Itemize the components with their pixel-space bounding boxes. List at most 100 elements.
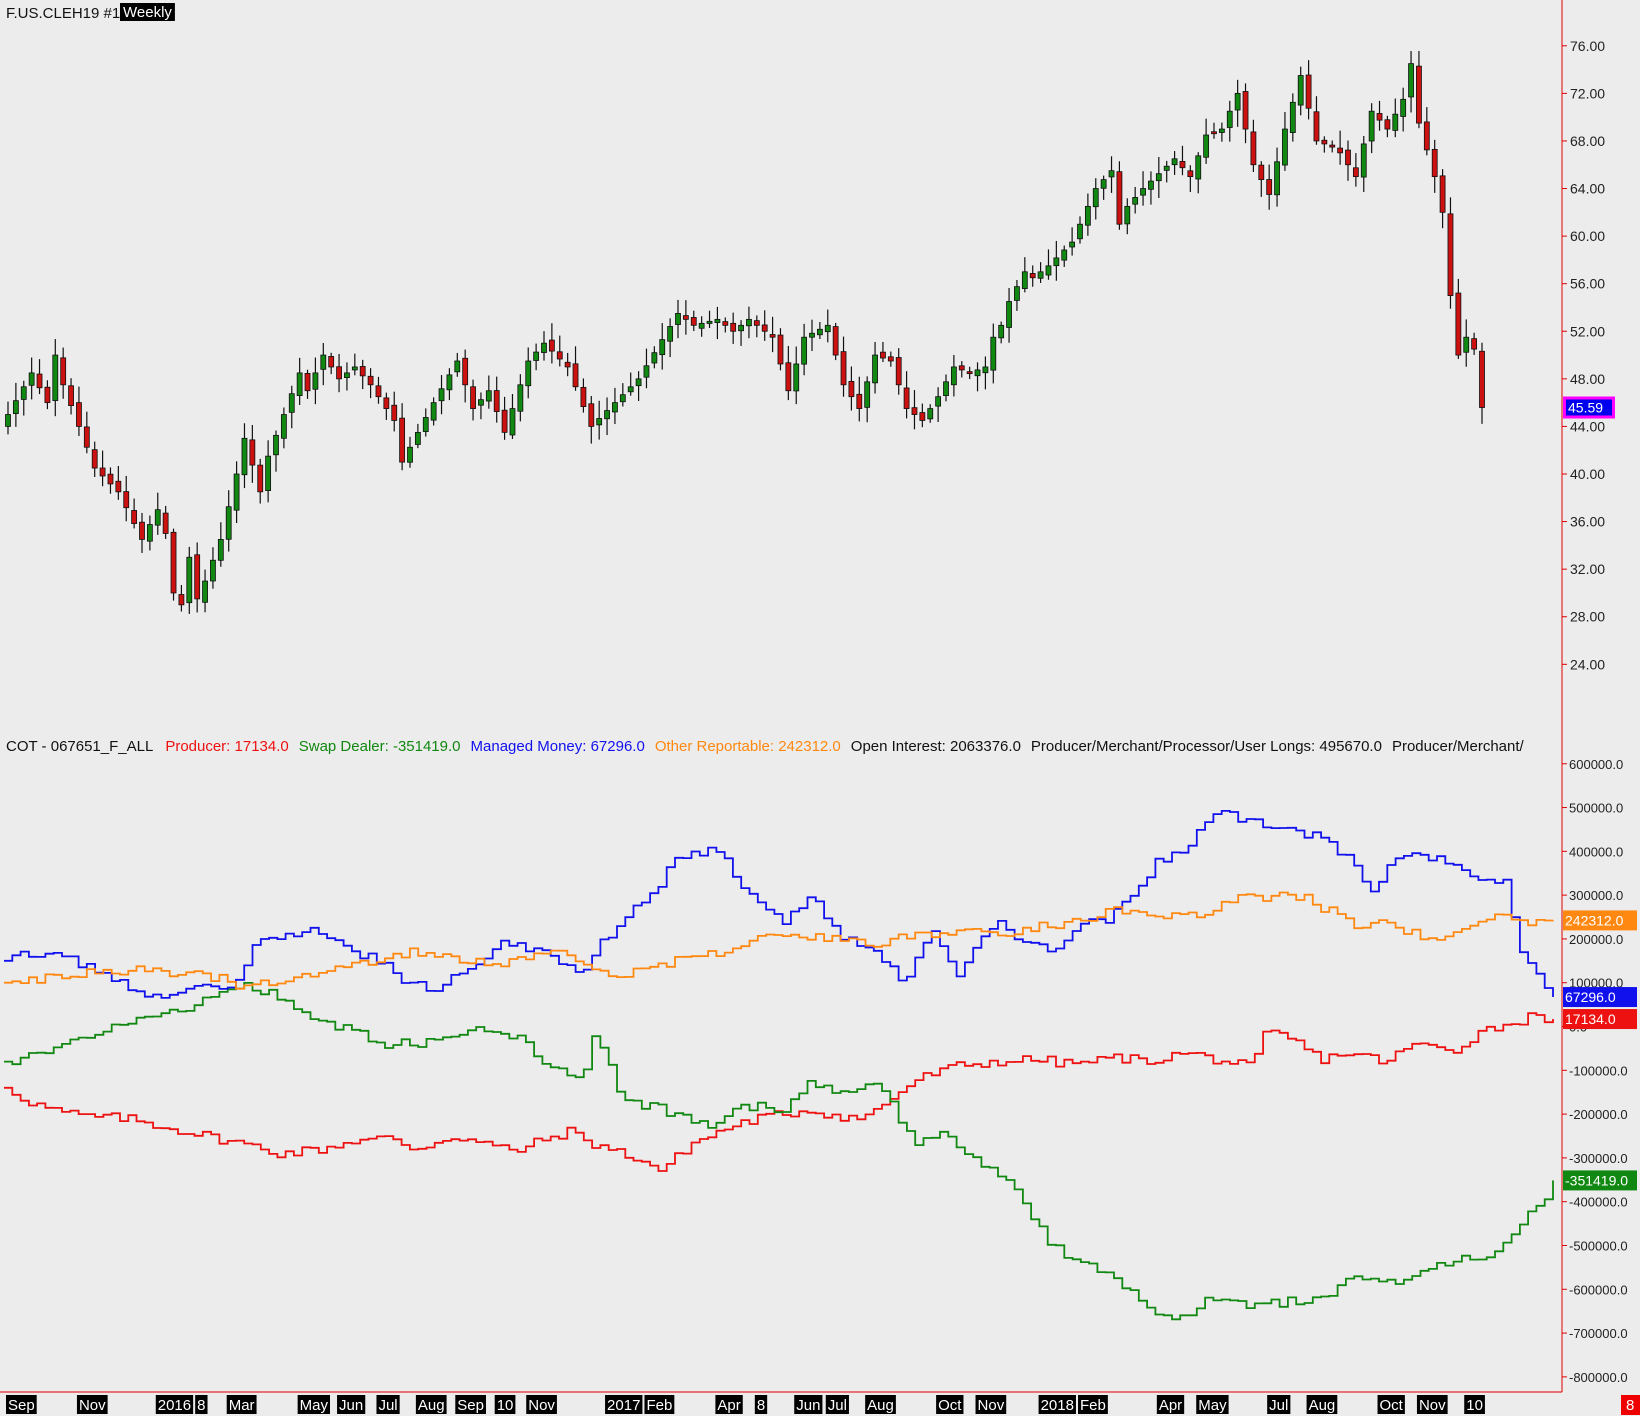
candle-body (793, 363, 800, 392)
date-label-text: Jun (796, 1397, 820, 1414)
candle-body (1218, 128, 1225, 133)
candle (1479, 342, 1485, 424)
cot-panel[interactable] (4, 810, 1554, 1321)
date-label: Nov (1416, 1395, 1448, 1414)
candle-body (1187, 170, 1194, 178)
date-label: 10 (494, 1395, 516, 1414)
candle (91, 441, 98, 478)
candle-body (1203, 134, 1210, 158)
candle (832, 322, 839, 361)
price-tick-label: 72.00 (1570, 85, 1605, 101)
candle-body (1274, 161, 1280, 196)
date-label-text: Nov (528, 1397, 555, 1414)
candle (588, 395, 595, 444)
candle-body (1084, 205, 1091, 226)
candle (1345, 140, 1351, 181)
candle (217, 522, 224, 567)
price-tick-label: 48.00 (1570, 371, 1605, 387)
price-axis[interactable]: 76.00 72.00 68.00 64.00 60.00 56.00 52.00 48.00… (1562, 38, 1615, 673)
candle (1337, 130, 1344, 165)
candle-body (1463, 336, 1470, 353)
candle-body (990, 336, 997, 371)
date-label-text: Sep (8, 1397, 35, 1414)
candle (391, 391, 398, 432)
candle-body (753, 320, 760, 326)
cot-series-line-managed-money (4, 810, 1554, 999)
candle (564, 352, 571, 377)
candle (816, 321, 823, 340)
candle (675, 299, 681, 339)
candle (5, 401, 11, 435)
candle-body (76, 402, 82, 427)
date-label-background (195, 1395, 208, 1414)
candle (840, 336, 847, 397)
cot-series-line-swap-dealer (4, 982, 1554, 1321)
date-label-text: Feb (1080, 1397, 1106, 1414)
candle-body (864, 381, 871, 408)
candle (998, 321, 1005, 344)
candle-body (44, 386, 51, 404)
candle (115, 465, 122, 500)
candle-body (588, 403, 595, 427)
cot-axis[interactable]: 600000.0 500000.0 400000.0 300000.0 200000.0… (1562, 757, 1637, 1385)
cot-tick-label: -100000.0 (1569, 1063, 1628, 1078)
candle (1352, 153, 1359, 187)
date-label-text: Apr (1159, 1397, 1182, 1414)
candle (76, 386, 82, 436)
candle (1242, 83, 1249, 144)
cot-last-label-other_reportable: 242312.0 (1565, 912, 1624, 928)
candle-body (509, 408, 516, 436)
cot-tick-label: -700000.0 (1569, 1326, 1628, 1341)
date-label: Mar (226, 1395, 257, 1414)
date-label: Feb (1078, 1395, 1108, 1414)
price-tick-label: 24.00 (1570, 656, 1605, 672)
candle (706, 310, 713, 328)
candle (903, 371, 910, 419)
candle (1069, 227, 1076, 256)
candle-body (517, 384, 524, 412)
candle-body (1400, 98, 1407, 117)
candle-body (501, 409, 508, 433)
date-axis[interactable]: Sep Nov 2016 8 Mar May Jun Jul Aug Sep 10 Nov 2017 Fe… (0, 1391, 1640, 1415)
candle (328, 352, 335, 375)
candle (123, 475, 130, 522)
date-label-background (297, 1395, 330, 1414)
candle-body (1416, 65, 1422, 124)
candle (690, 310, 697, 332)
cot-legend-entry: Producer/Merchant/Processor/User Longs: … (1031, 738, 1382, 755)
candle (572, 346, 579, 391)
cot-last-badge-producer (1563, 1009, 1637, 1030)
candle-body (1155, 173, 1162, 182)
candle (146, 515, 153, 551)
candle (83, 411, 90, 454)
date-label: Jun (794, 1395, 823, 1414)
candle (1305, 60, 1312, 120)
candle (107, 467, 114, 494)
candle (210, 547, 216, 589)
price-panel[interactable] (5, 50, 1485, 614)
candle-body (99, 467, 106, 477)
candle (1132, 186, 1139, 214)
date-label-background (936, 1395, 964, 1414)
candle-body (414, 431, 421, 445)
candle (1234, 79, 1241, 127)
date-label-background (76, 1395, 108, 1414)
candle (1171, 151, 1178, 175)
date-label: Sep (6, 1395, 37, 1414)
candle (1187, 165, 1194, 193)
candle-body (533, 351, 540, 361)
date-label-background (754, 1395, 768, 1414)
cot-tick-label: -400000.0 (1569, 1195, 1628, 1210)
date-label-background (415, 1395, 447, 1414)
date-label-background (1464, 1395, 1485, 1414)
candle (60, 347, 67, 399)
candle (950, 354, 957, 397)
date-label: May (297, 1395, 330, 1414)
cot-legend: COT - 067651_F_ALL Producer: 17134.0 Swap … (6, 735, 1640, 759)
candle-body (1234, 92, 1241, 111)
candle-body (635, 378, 642, 387)
date-label-background (337, 1395, 366, 1414)
candle (990, 323, 997, 384)
last-price-badge (1566, 399, 1612, 416)
cot-legend-entry: Swap Dealer: -351419.0 (299, 738, 461, 755)
